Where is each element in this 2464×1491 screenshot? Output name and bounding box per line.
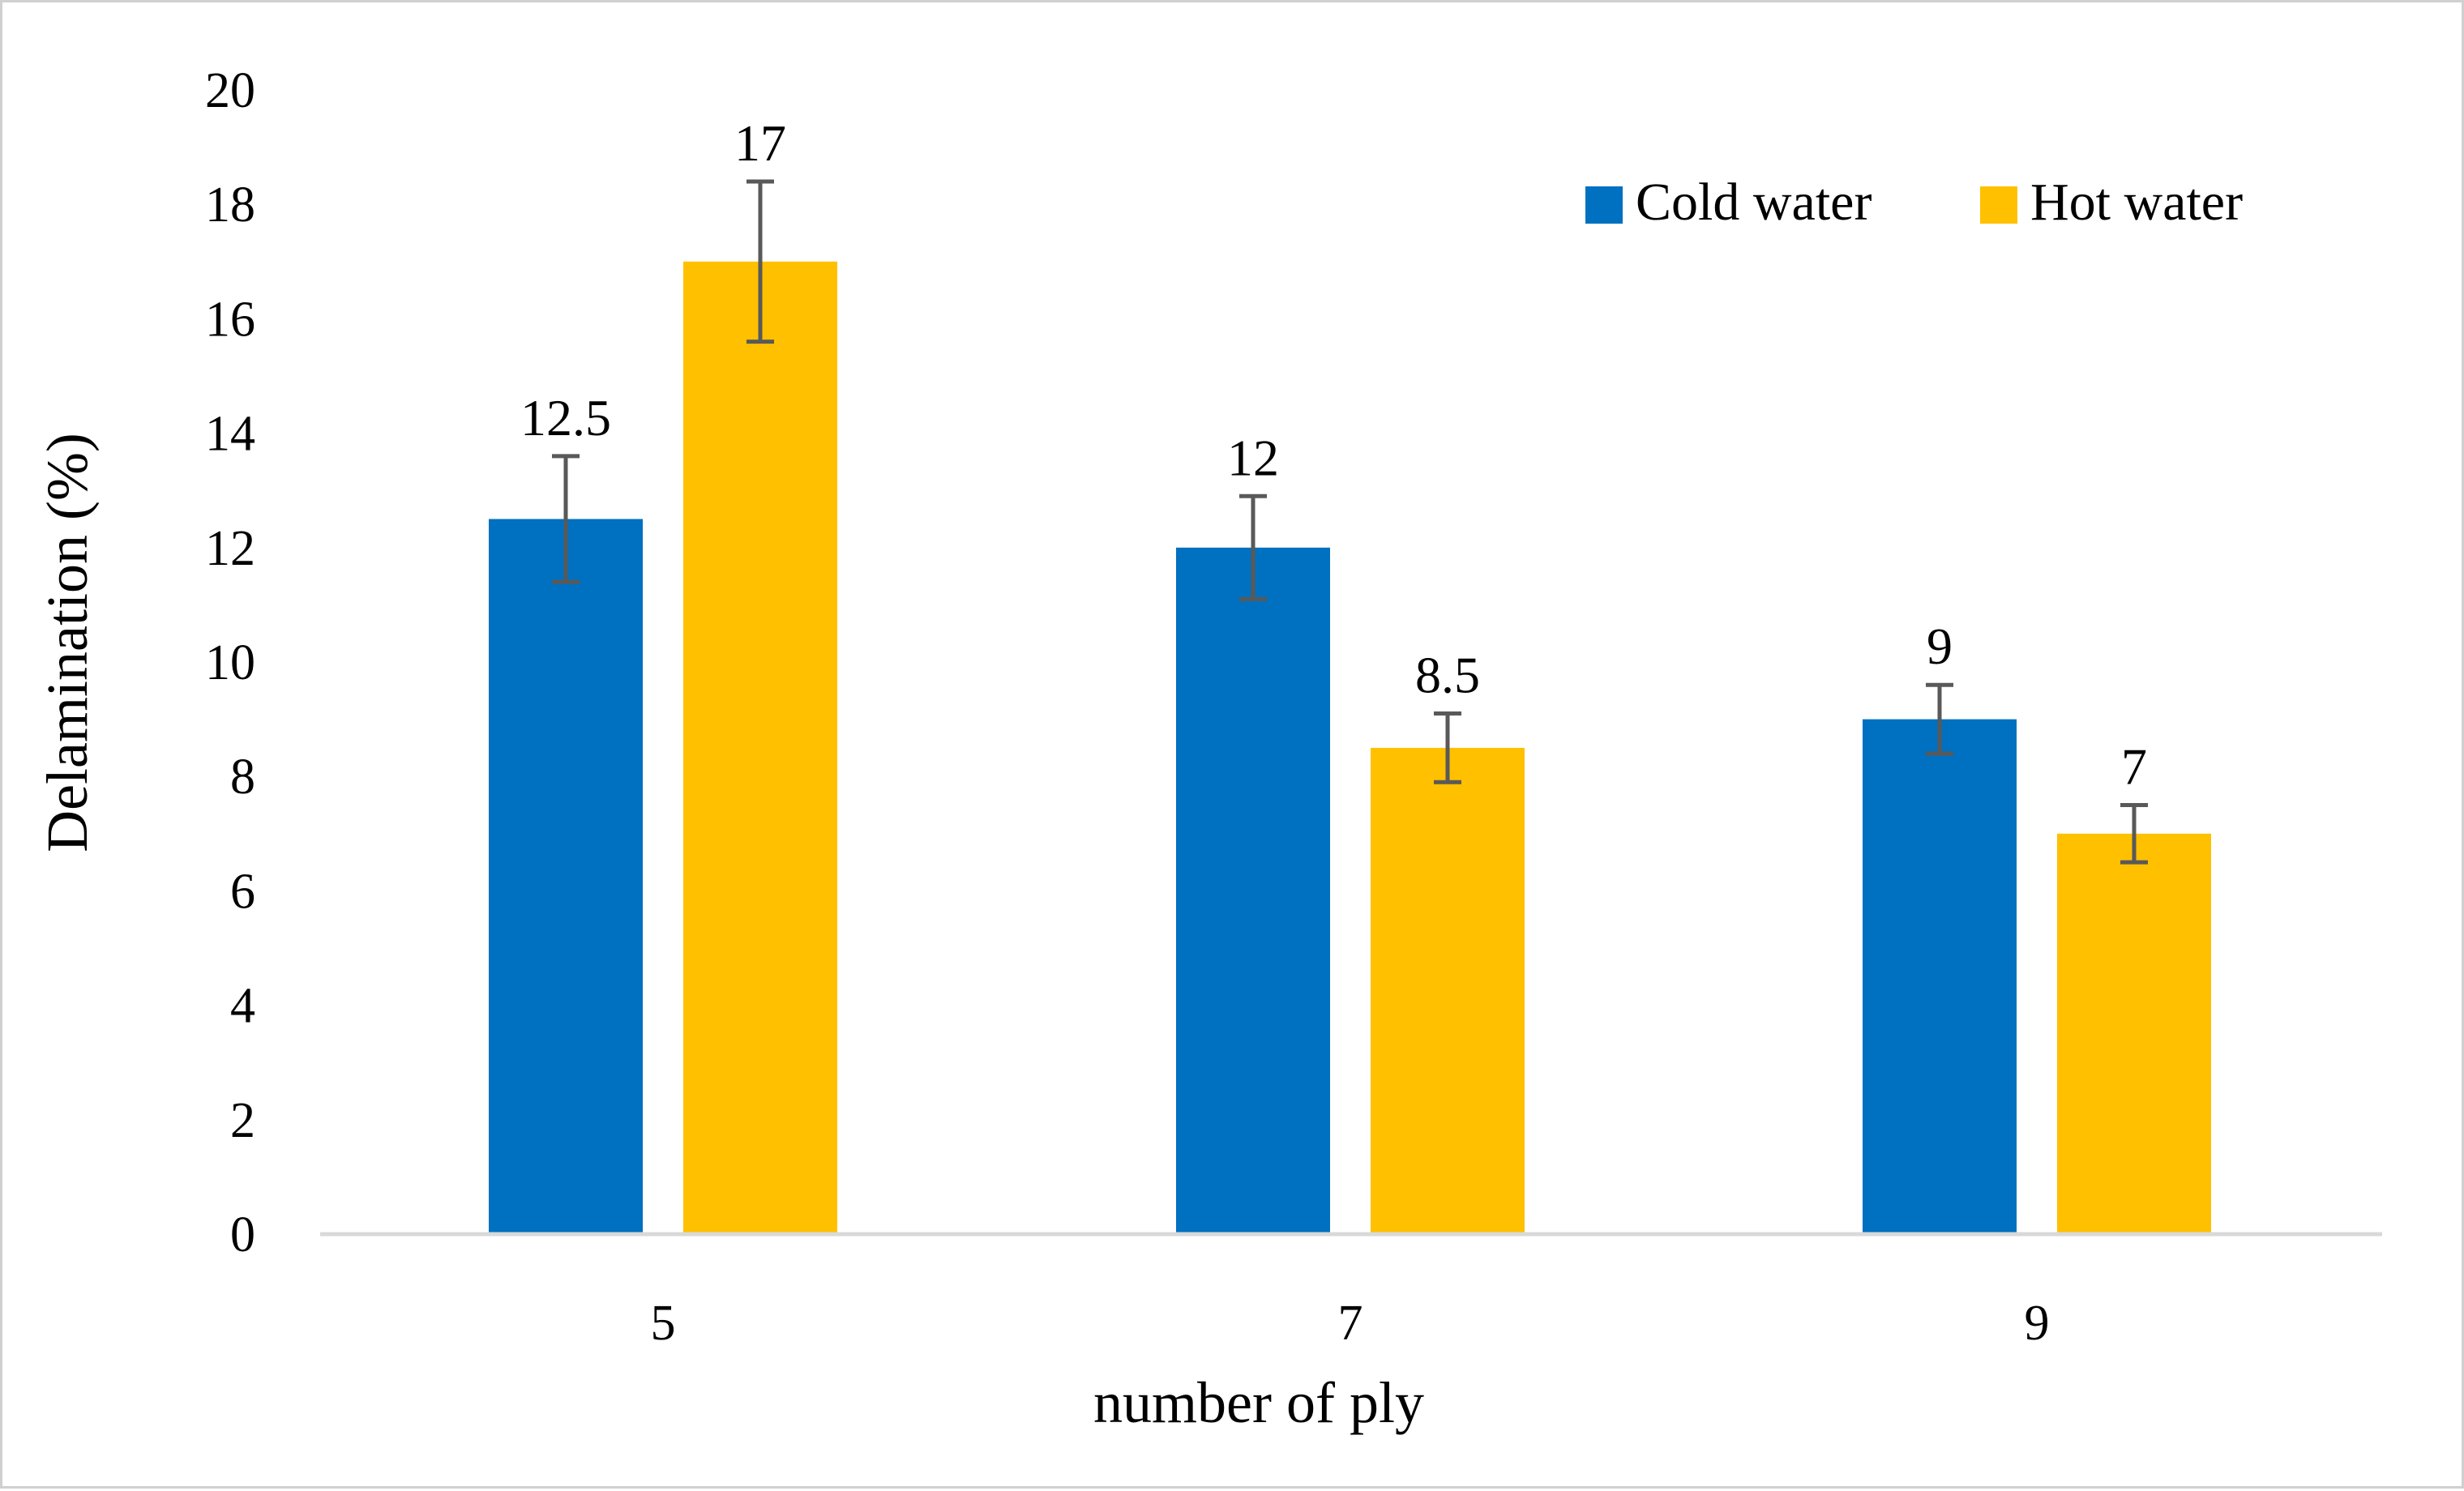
legend-label-hot-water: Hot water: [2030, 173, 2243, 232]
legend-swatch-cold-water: [1585, 186, 1623, 224]
bar-cold-water-5: [489, 519, 643, 1234]
y-tick-label-16: 16: [205, 292, 255, 347]
data-label-cold-water-7: 12: [1227, 429, 1279, 486]
data-label-hot-water-7: 8.5: [1415, 647, 1480, 704]
y-tick-label-18: 18: [205, 177, 255, 233]
bar-hot-water-9: [2057, 833, 2211, 1234]
legend: Cold water Hot water: [1585, 173, 2243, 232]
y-tick-label-6: 6: [230, 864, 255, 919]
bar-cold-water-9: [1863, 719, 2017, 1234]
y-tick-label-14: 14: [205, 407, 255, 462]
x-axis-title: number of ply: [1093, 1370, 1424, 1435]
x-axis-ticks: 5 7 9: [651, 1296, 2050, 1351]
y-tick-label-2: 2: [230, 1093, 255, 1148]
bar-hot-water-5: [683, 261, 837, 1234]
x-tick-label-5: 5: [651, 1296, 676, 1351]
y-axis-ticks: 0 2 4 6 8 10 12 14 16 18 20: [205, 63, 255, 1262]
data-label-hot-water-9: 7: [2121, 738, 2147, 796]
y-tick-label-10: 10: [205, 635, 255, 690]
data-label-cold-water-9: 9: [1927, 617, 1953, 675]
y-tick-label-20: 20: [205, 63, 255, 118]
y-tick-label-4: 4: [230, 979, 255, 1034]
legend-swatch-hot-water: [1980, 186, 2017, 224]
x-tick-label-7: 7: [1338, 1296, 1363, 1351]
data-labels: 12.5 12 9 17 8.5 7: [520, 114, 2147, 796]
y-tick-label-8: 8: [230, 750, 255, 805]
bars: [489, 261, 2211, 1234]
bar-hot-water-7: [1371, 747, 1525, 1234]
y-axis-title: Delamination (%): [35, 433, 100, 852]
data-label-cold-water-5: 12.5: [520, 389, 611, 446]
error-bars: [552, 179, 2148, 865]
x-tick-label-9: 9: [2025, 1296, 2050, 1351]
data-label-hot-water-5: 17: [734, 114, 786, 172]
bar-cold-water-7: [1176, 547, 1330, 1234]
y-tick-label-0: 0: [230, 1207, 255, 1262]
y-tick-label-12: 12: [205, 521, 255, 576]
legend-label-cold-water: Cold water: [1636, 173, 1872, 232]
